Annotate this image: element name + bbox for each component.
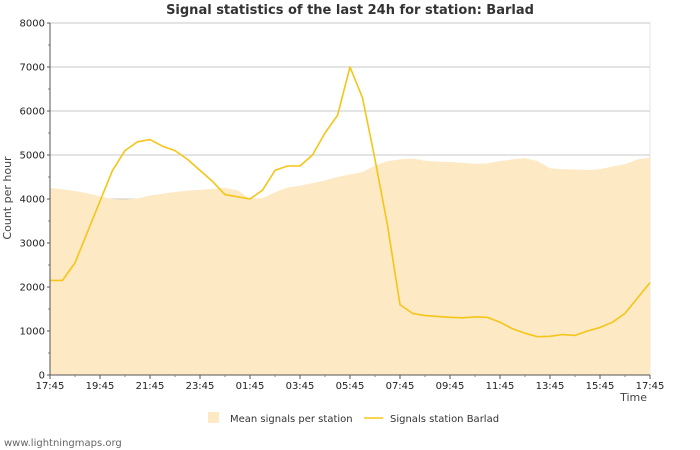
footer-credit: www.lightningmaps.org [4, 438, 122, 449]
y-tick-label-0: 0 [39, 371, 45, 382]
y-tick-label-1000: 1000 [20, 327, 45, 338]
y-tick-label-4000: 4000 [20, 195, 45, 206]
x-tick-label-0: 17:45 [36, 381, 65, 392]
x-tick-label-5: 03:45 [286, 381, 315, 392]
x-tick-label-4: 01:45 [236, 381, 265, 392]
x-tick-label-11: 15:45 [586, 381, 615, 392]
y-tick-label-5000: 5000 [20, 151, 45, 162]
axes [47, 22, 651, 379]
x-tick-labels: 17:45 19:45 21:45 23:45 01:45 03:45 05:45 07:45… [36, 381, 665, 392]
y-tick-label-7000: 7000 [20, 63, 45, 74]
x-tick-label-1: 19:45 [86, 381, 115, 392]
legend-swatch-mean [208, 412, 219, 423]
x-tick-label-12: 17:45 [636, 381, 665, 392]
x-tick-label-7: 07:45 [386, 381, 415, 392]
x-tick-label-6: 05:45 [336, 381, 365, 392]
y-tick-label-2000: 2000 [20, 283, 45, 294]
y-tick-labels: 0 1000 2000 3000 4000 5000 6000 7000 8000 [20, 19, 45, 382]
mean-area-layer [50, 157, 650, 375]
x-tick-label-9: 11:45 [486, 381, 515, 392]
x-axis-label: Time [619, 391, 647, 404]
station-line [50, 66, 651, 338]
y-axis-label: Count per hour [1, 156, 14, 240]
y-tick-label-3000: 3000 [20, 239, 45, 250]
legend: Mean signals per station Signals station… [208, 412, 499, 425]
x-tick-label-8: 09:45 [436, 381, 465, 392]
chart-title: Signal statistics of the last 24h for st… [166, 3, 534, 18]
mean-area [50, 157, 650, 375]
y-tick-label-6000: 6000 [20, 107, 45, 118]
legend-label-station: Signals station Barlad [390, 414, 499, 425]
x-tick-label-2: 21:45 [136, 381, 165, 392]
station-line-layer [50, 66, 651, 338]
legend-label-mean: Mean signals per station [230, 414, 353, 425]
y-tick-label-8000: 8000 [20, 19, 45, 30]
x-tick-label-3: 23:45 [186, 381, 215, 392]
x-tick-label-10: 13:45 [536, 381, 565, 392]
